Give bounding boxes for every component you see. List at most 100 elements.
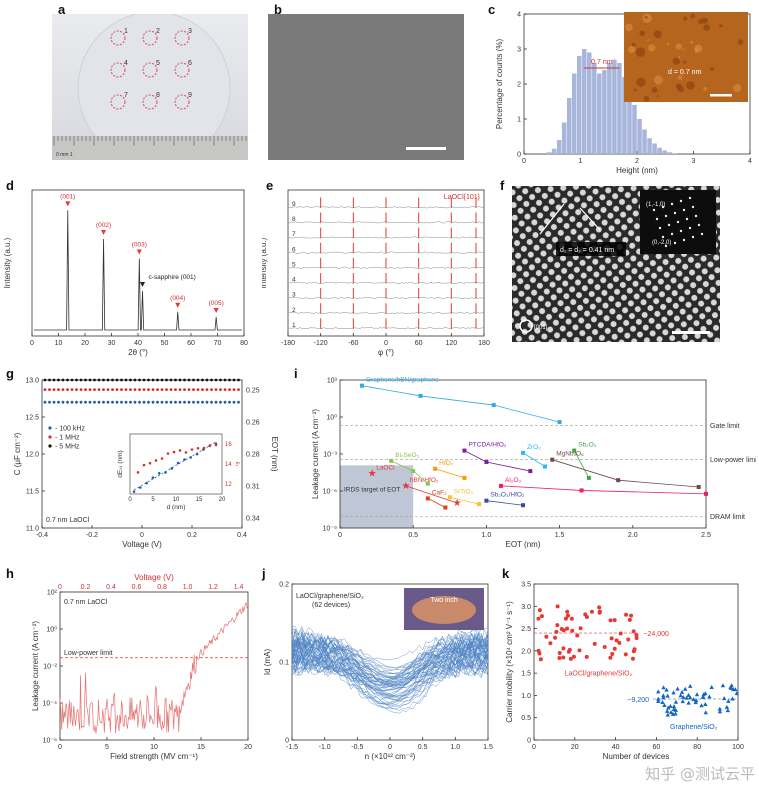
mobility-point: [675, 686, 680, 691]
capacitance-point: [66, 388, 69, 392]
capacitance-point: [237, 388, 240, 392]
mobility-point: [680, 699, 685, 704]
mean-label: ~9,200: [627, 697, 649, 704]
series-point: [499, 483, 504, 488]
i-xtick-label: 1.0: [482, 532, 492, 539]
capacitance-point: [214, 378, 218, 382]
leakage-trace: [59, 602, 249, 734]
mobility-point: [627, 617, 632, 622]
series-point: [491, 403, 496, 408]
afm-texture: [647, 39, 650, 42]
c-xtick-label: 0: [522, 158, 526, 165]
mobility-point: [724, 704, 730, 709]
e-xtick-label: 60: [415, 340, 423, 347]
j-xtick-label: -0.5: [351, 744, 363, 751]
afm-texture: [677, 85, 685, 93]
mobility-point: [569, 616, 574, 621]
g-ytick-label: 13.0: [25, 378, 39, 385]
capacitance-point: [79, 378, 83, 382]
fft-dot: [670, 232, 674, 236]
series-point: [586, 475, 591, 480]
c-ytick-label: 3: [517, 47, 521, 54]
mobility-point: [662, 703, 667, 708]
mobility-point: [665, 693, 670, 698]
capacitance-point: [115, 400, 119, 404]
afm-texture: [653, 30, 662, 39]
inset-point: [195, 452, 199, 456]
h-ytick-label: 10⁰: [46, 626, 57, 634]
capacitance-point: [66, 400, 69, 404]
mobility-point: [571, 654, 576, 659]
series-point: [616, 478, 621, 483]
inset-y2tick-label: 14: [225, 462, 232, 468]
series-label: Al₂O₃: [505, 477, 521, 484]
capacitance-point: [169, 400, 173, 404]
h-ytick-label: 10⁻⁶: [43, 738, 57, 745]
inset-ylabel: dEₛₜ (nm): [117, 450, 124, 477]
inset-er-point: [208, 444, 212, 447]
lattice-spacing: d₁ = d₂ = 0.41 nm: [560, 247, 614, 254]
transfer-curve: [291, 632, 489, 674]
series-line: [486, 500, 524, 506]
afm-texture: [703, 86, 708, 91]
afm-texture: [683, 16, 688, 21]
histogram-bar: [632, 105, 637, 154]
capacitance-point: [142, 378, 146, 382]
fft-dot: [679, 199, 683, 203]
inset-point: [151, 476, 155, 479]
mobility-point: [612, 646, 617, 651]
k-xlabel: Number of devices: [603, 752, 670, 761]
mobility-point: [730, 696, 735, 701]
k-xtick-label: 40: [612, 744, 620, 751]
g-ytick-label: 11.0: [26, 526, 39, 533]
wafer-spot-label: 1: [124, 28, 128, 35]
transfer-curve: [291, 643, 489, 678]
mobility-point: [553, 635, 558, 640]
afm-texture: [677, 56, 681, 59]
afm-texture: [651, 87, 658, 93]
histogram-bar: [597, 73, 602, 154]
series-label: PTCDA/HfO₂: [468, 442, 506, 449]
series-star: ★: [368, 468, 377, 479]
width-label: 0.7 nm: [591, 59, 613, 66]
capacitance-point: [165, 378, 168, 382]
wafer-spot: [110, 62, 126, 78]
wafer-spot-label: 9: [188, 92, 192, 99]
capacitance-point: [228, 400, 231, 404]
mobility-point: [733, 687, 738, 692]
mobility-point: [666, 705, 671, 710]
series-point: [542, 464, 547, 469]
series-point: [477, 502, 482, 507]
inset-y2label: εᵣ: [234, 462, 241, 467]
capacitance-point: [93, 378, 96, 382]
inset-point: [132, 490, 136, 493]
series-point: [447, 495, 452, 500]
h-xtick-label: 0: [58, 744, 62, 751]
inset-frame: [129, 433, 223, 495]
mobility-point: [668, 710, 674, 715]
series-star: ★: [453, 498, 462, 509]
afm-texture: [666, 42, 670, 46]
mobility-point: [554, 629, 559, 634]
capacitance-point: [124, 400, 128, 404]
capacitance-point: [120, 388, 123, 392]
series-label: Sb₂O₃: [578, 442, 597, 449]
capacitance-point: [129, 400, 132, 404]
depth-label: d = 0.7 nm: [668, 69, 701, 76]
j-ytick-label: 0.1: [279, 660, 289, 667]
peak-label: (002): [96, 222, 111, 229]
e-xtick-label: -120: [314, 340, 328, 347]
capacitance-point: [106, 378, 110, 382]
capacitance-point: [129, 378, 132, 382]
fft-dot: [667, 223, 671, 227]
transfer-curve: [291, 652, 489, 692]
capacitance-point: [237, 378, 240, 382]
k-ytick-label: 2.0: [521, 648, 531, 655]
panel-label-f: f: [500, 178, 505, 193]
k-xtick-label: 100: [732, 744, 744, 751]
capacitance-point: [210, 388, 213, 392]
capacitance-point: [214, 388, 218, 392]
mobility-point: [612, 618, 617, 623]
limit-label: Low-power limit: [710, 457, 756, 464]
mobility-point: [544, 634, 549, 639]
